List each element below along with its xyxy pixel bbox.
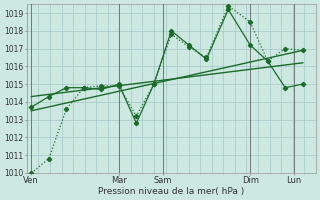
X-axis label: Pression niveau de la mer( hPa ): Pression niveau de la mer( hPa )	[98, 187, 244, 196]
